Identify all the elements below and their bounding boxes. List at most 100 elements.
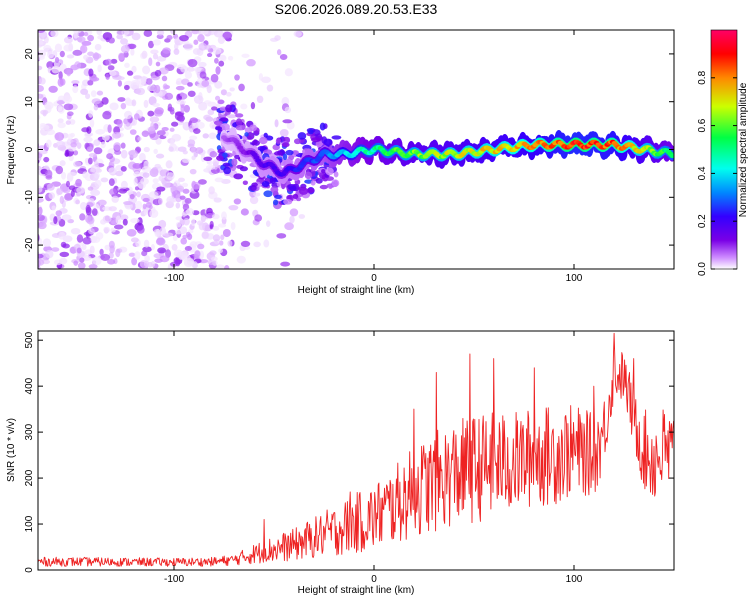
spectrogram-noise-cell: [65, 120, 72, 125]
spectrogram-noise-cell: [104, 244, 110, 251]
spectrogram-noise-cell: [66, 54, 75, 59]
spectrogram-noise-cell: [180, 104, 185, 114]
spectrogram-noise-cell: [206, 212, 214, 219]
spectrogram-noise-cell: [63, 103, 74, 111]
spectrogram-noise-cell: [120, 142, 126, 149]
spectrogram-noise-cell: [79, 257, 85, 263]
spectrogram-noise-cell: [133, 171, 142, 177]
spectrogram-noise-cell: [152, 102, 160, 108]
spectrogram-noise-cell: [26, 169, 32, 175]
spectrogram-noise-cell: [166, 172, 175, 181]
spectrogram-noise-cell: [28, 120, 33, 128]
spectrogram-noise-cell: [38, 233, 40, 242]
spectrogram-noise-cell: [131, 117, 138, 126]
spectrogram-noise-cell: [184, 245, 193, 252]
spectrogram-noise-cell: [150, 49, 159, 55]
spectrogram-noise-cell: [199, 71, 207, 79]
spectrogram-noise-cell: [57, 118, 64, 124]
spectrogram-noise-cell: [240, 103, 248, 110]
spectrogram-noise-cell: [208, 132, 217, 140]
spectrogram-noise-cell: [286, 121, 295, 130]
spectrogram-noise-cell: [120, 38, 128, 45]
spectrogram-noise-cell: [120, 180, 128, 189]
spectrogram-scatter-cell: [235, 118, 243, 127]
spectrogram-noise-cell: [187, 58, 198, 68]
snr-x-tick-label: -100: [164, 574, 184, 585]
spectrogram-noise-cell: [147, 40, 154, 49]
spectrogram-noise-cell: [214, 177, 224, 183]
spectrogram-noise-cell: [224, 264, 230, 269]
spectrogram-noise-cell: [192, 48, 201, 55]
spectrogram-noise-cell: [94, 179, 102, 188]
spectrogram-noise-cell: [93, 161, 99, 167]
spectrogram-noise-cell: [26, 259, 33, 265]
spectrogram-noise-cell: [282, 119, 293, 124]
spectrogram-noise-cell: [265, 220, 271, 228]
spectrogram-scatter-cell: [216, 155, 224, 161]
spectrogram-noise-cell: [198, 61, 207, 68]
spectrogram-noise-cell: [105, 73, 110, 80]
spectrogram-noise-cell: [74, 61, 82, 70]
spectrogram-noise-cell: [212, 225, 220, 231]
spectrogram-noise-cell: [197, 179, 207, 185]
spectrogram-noise-cell: [102, 134, 110, 141]
spectrogram-noise-cell: [172, 234, 178, 241]
spectrogram-noise-cell: [24, 259, 33, 267]
spectrogram-noise-cell: [30, 219, 37, 227]
spectrogram-scatter-cell: [282, 153, 288, 161]
spectrogram-noise-cell: [100, 219, 107, 225]
spectrogram-noise-cell: [220, 234, 225, 241]
spectrogram-noise-cell: [124, 110, 133, 120]
spectrogram-scatter-cell: [273, 151, 283, 156]
spectrogram-noise-cell: [182, 150, 188, 155]
spectrogram-noise-cell: [55, 140, 66, 147]
spectrogram-noise-cell: [187, 82, 193, 87]
spectrogram-noise-cell: [119, 214, 129, 221]
spectrogram-noise-cell: [164, 92, 174, 100]
spectrogram-noise-cell: [185, 208, 195, 216]
snr-y-ticks: 0 100 200 300 400 500: [24, 331, 674, 573]
spectrogram-noise-cell: [134, 186, 140, 191]
spectrogram-noise-cell: [214, 80, 223, 89]
spectrogram-noise-cell: [72, 49, 83, 56]
spectrogram-noise-cell: [211, 213, 220, 220]
spectrogram-noise-cell: [33, 119, 38, 128]
spectrogram-scatter-cell: [328, 184, 333, 189]
spectrogram-noise-cell: [197, 34, 205, 43]
spectrogram-noise-cell: [109, 71, 117, 76]
spectrogram-noise-cell: [175, 202, 181, 209]
spectrogram-noise-cell: [89, 118, 95, 128]
spectrogram-noise-cell: [38, 197, 44, 203]
spectrogram-noise-cell: [132, 163, 142, 169]
spectrogram-noise-cell: [258, 73, 264, 81]
spectrogram-noise-cell: [196, 121, 205, 129]
spectrogram-noise-cell: [240, 240, 251, 248]
spectrogram-noise-cell: [38, 253, 44, 259]
spectrogram-noise-cell: [82, 255, 92, 261]
spectrogram-noise-cell: [113, 142, 122, 151]
spectrogram-noise-cell: [58, 231, 66, 240]
spectrogram-noise-cell: [190, 218, 196, 227]
colorbar-label: Normalized spectral amplitude: [738, 82, 749, 217]
spectrogram-noise-cell: [261, 76, 271, 84]
spectrogram-noise-cell: [46, 50, 55, 59]
spectrogram-noise-cell: [61, 214, 72, 221]
spectrogram-noise-cell: [173, 249, 184, 258]
spectrogram-noise-cell: [121, 30, 130, 36]
spectrogram-x-tick-label: 0: [371, 273, 377, 284]
spectrogram-noise-cell: [241, 245, 251, 250]
spectrogram-noise-cell: [38, 259, 45, 266]
spectrogram-noise-cell: [57, 122, 66, 129]
spectrogram-noise-cell: [194, 66, 202, 73]
spectrogram-noise-cell: [135, 200, 143, 210]
spectrogram-scatter-cell: [297, 132, 307, 140]
spectrogram-noise-cell: [142, 203, 147, 210]
spectrogram-noise-cell: [73, 160, 82, 168]
spectrogram-noise-cell: [38, 88, 39, 92]
spectrogram-scatter-cell: [239, 166, 248, 172]
colorbar-tick-label: 0.6: [697, 118, 708, 132]
spectrogram-noise-cell: [150, 244, 155, 251]
spectrogram-scatter-cell: [274, 194, 282, 200]
spectrogram-noise-cell: [155, 61, 161, 67]
